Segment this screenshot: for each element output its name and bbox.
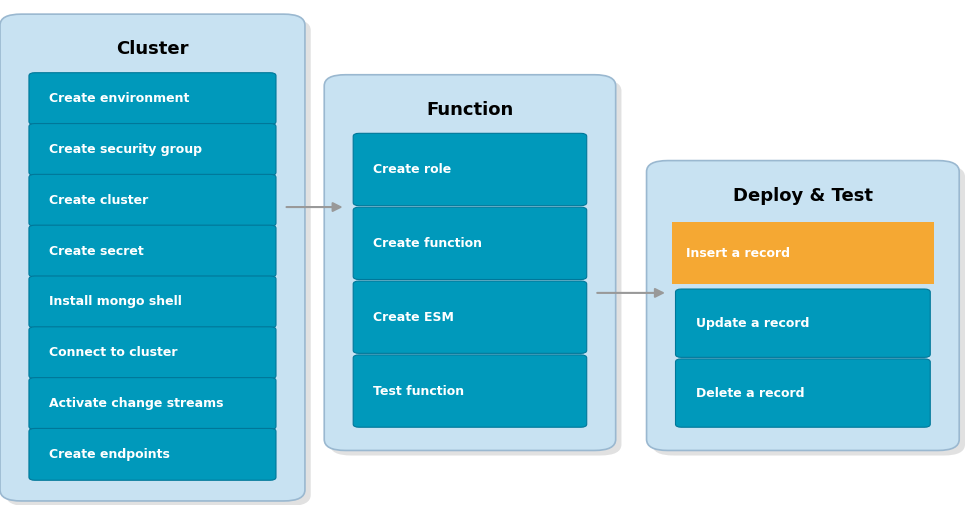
FancyBboxPatch shape xyxy=(0,14,305,501)
Text: Create cluster: Create cluster xyxy=(49,194,149,207)
Text: Connect to cluster: Connect to cluster xyxy=(49,346,178,359)
FancyBboxPatch shape xyxy=(353,207,587,279)
FancyBboxPatch shape xyxy=(29,378,276,429)
Text: Insert a record: Insert a record xyxy=(686,247,790,260)
FancyBboxPatch shape xyxy=(29,73,276,125)
Text: Function: Function xyxy=(427,101,513,119)
FancyBboxPatch shape xyxy=(330,80,621,456)
FancyBboxPatch shape xyxy=(324,75,616,450)
FancyBboxPatch shape xyxy=(29,276,276,328)
FancyBboxPatch shape xyxy=(353,355,587,427)
FancyBboxPatch shape xyxy=(676,289,930,358)
Text: Delete a record: Delete a record xyxy=(696,386,804,399)
FancyBboxPatch shape xyxy=(652,166,965,456)
Text: Create role: Create role xyxy=(373,163,452,176)
FancyBboxPatch shape xyxy=(29,327,276,379)
Text: Cluster: Cluster xyxy=(116,40,189,59)
FancyBboxPatch shape xyxy=(353,133,587,206)
Text: Create ESM: Create ESM xyxy=(373,311,455,324)
Text: Update a record: Update a record xyxy=(696,317,809,330)
Text: Create endpoints: Create endpoints xyxy=(49,448,170,461)
FancyBboxPatch shape xyxy=(6,19,311,505)
FancyBboxPatch shape xyxy=(353,281,587,354)
Text: Create security group: Create security group xyxy=(49,143,203,156)
FancyBboxPatch shape xyxy=(29,174,276,226)
Bar xyxy=(672,222,934,284)
FancyBboxPatch shape xyxy=(676,359,930,427)
Text: Install mongo shell: Install mongo shell xyxy=(49,295,182,309)
FancyBboxPatch shape xyxy=(29,428,276,480)
FancyBboxPatch shape xyxy=(647,161,959,450)
Text: Create secret: Create secret xyxy=(49,244,144,258)
FancyBboxPatch shape xyxy=(29,225,276,277)
Text: Create function: Create function xyxy=(373,237,482,250)
FancyBboxPatch shape xyxy=(29,124,276,175)
Text: Create environment: Create environment xyxy=(49,92,189,105)
Text: Test function: Test function xyxy=(373,385,464,397)
Text: Activate change streams: Activate change streams xyxy=(49,397,224,410)
Text: Deploy & Test: Deploy & Test xyxy=(732,187,873,205)
